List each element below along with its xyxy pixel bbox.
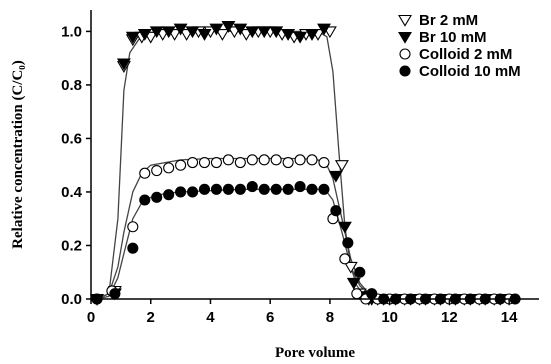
- data-point: [234, 183, 246, 195]
- ticks: 0 2 4 6 8 10 12 14 0.0 0.2 0.4 0.6 0.8 1.0: [61, 23, 518, 326]
- data-point: [222, 154, 234, 166]
- data-point: [337, 221, 352, 234]
- legend-label: Colloid 2 mM: [419, 46, 512, 63]
- data-point: [334, 160, 349, 172]
- data-point: [197, 29, 212, 41]
- data-point: [293, 31, 308, 44]
- data-point: [351, 288, 363, 300]
- data-point: [246, 154, 258, 166]
- data-point: [269, 26, 284, 39]
- data-point: [305, 29, 319, 41]
- data-point: [163, 162, 175, 174]
- x-tick-label: 2: [147, 309, 155, 326]
- axes: [90, 10, 539, 300]
- x-tick-label: 10: [381, 309, 398, 326]
- data-point: [270, 154, 282, 166]
- series-3: [91, 181, 521, 305]
- y-tick-label: 0.8: [61, 77, 82, 94]
- data-point: [139, 194, 151, 206]
- data-point: [282, 183, 294, 195]
- data-point: [294, 181, 306, 193]
- data-point: [186, 186, 199, 198]
- x-tick-label: 8: [326, 309, 334, 326]
- data-point: [215, 29, 230, 41]
- data-point: [245, 26, 260, 39]
- data-point: [306, 183, 318, 195]
- data-point: [161, 26, 176, 39]
- legend-marker: [398, 31, 412, 44]
- data-point: [175, 186, 187, 198]
- x-tick-label: 4: [206, 309, 215, 326]
- data-point: [257, 26, 272, 39]
- data-point: [109, 288, 121, 300]
- data-point: [294, 154, 306, 166]
- x-axis-title: Pore volume: [275, 345, 355, 361]
- legend-marker: [399, 48, 411, 60]
- x-tick-label: 0: [87, 309, 95, 326]
- data-point: [185, 26, 200, 39]
- data-point: [270, 183, 282, 195]
- data-point: [151, 165, 163, 177]
- data-point: [354, 266, 366, 278]
- data-point: [221, 21, 236, 33]
- legend-label: Colloid 10 mM: [419, 63, 521, 80]
- data-point: [343, 261, 358, 274]
- data-point: [210, 156, 222, 169]
- data-point: [306, 154, 318, 166]
- data-point: [116, 58, 131, 71]
- y-tick-label: 0.4: [61, 184, 83, 201]
- fit-curve: [96, 157, 510, 300]
- data-point: [222, 183, 234, 195]
- data-point: [210, 183, 222, 195]
- data-point: [175, 159, 187, 171]
- data-point: [258, 154, 270, 166]
- data-point: [339, 253, 351, 265]
- legend-marker: [398, 14, 412, 27]
- x-tick-label: 6: [266, 309, 274, 326]
- legend-label: Br 10 mM: [419, 29, 487, 46]
- legend-marker: [399, 65, 411, 77]
- y-tick-label: 0.6: [61, 130, 82, 147]
- data-point: [198, 156, 211, 169]
- data-point: [366, 288, 378, 300]
- data-point: [318, 156, 330, 169]
- x-tick-label: 12: [441, 309, 458, 326]
- data-point: [233, 23, 248, 36]
- data-point: [151, 191, 163, 203]
- data-point: [258, 183, 270, 195]
- data-point: [317, 23, 331, 36]
- data-point: [342, 237, 354, 249]
- data-point: [281, 29, 296, 41]
- y-axis-title: Relative concentration (C/C₀): [10, 60, 26, 249]
- data-point: [346, 277, 361, 290]
- x-tick-label: 14: [501, 309, 518, 326]
- legend-label: Br 2 mM: [419, 12, 478, 29]
- data-point: [282, 156, 294, 169]
- data-point: [127, 221, 139, 233]
- data-point: [173, 23, 188, 36]
- data-point: [234, 156, 246, 169]
- y-tick-label: 1.0: [61, 23, 82, 40]
- data-point: [209, 23, 224, 36]
- data-point: [318, 183, 330, 195]
- data-point: [127, 242, 139, 254]
- data-point: [246, 181, 258, 193]
- data-point: [330, 205, 342, 217]
- data-point: [198, 183, 211, 195]
- fit-curve: [96, 188, 510, 300]
- data-point: [328, 170, 343, 183]
- data-point: [125, 31, 140, 44]
- data-point: [186, 156, 199, 169]
- y-tick-label: 0.0: [61, 291, 82, 308]
- data-point: [139, 167, 151, 179]
- series-2: [91, 154, 515, 305]
- data-point: [137, 29, 152, 41]
- data-point: [149, 26, 164, 39]
- y-tick-label: 0.2: [61, 237, 82, 254]
- data-point: [163, 189, 175, 201]
